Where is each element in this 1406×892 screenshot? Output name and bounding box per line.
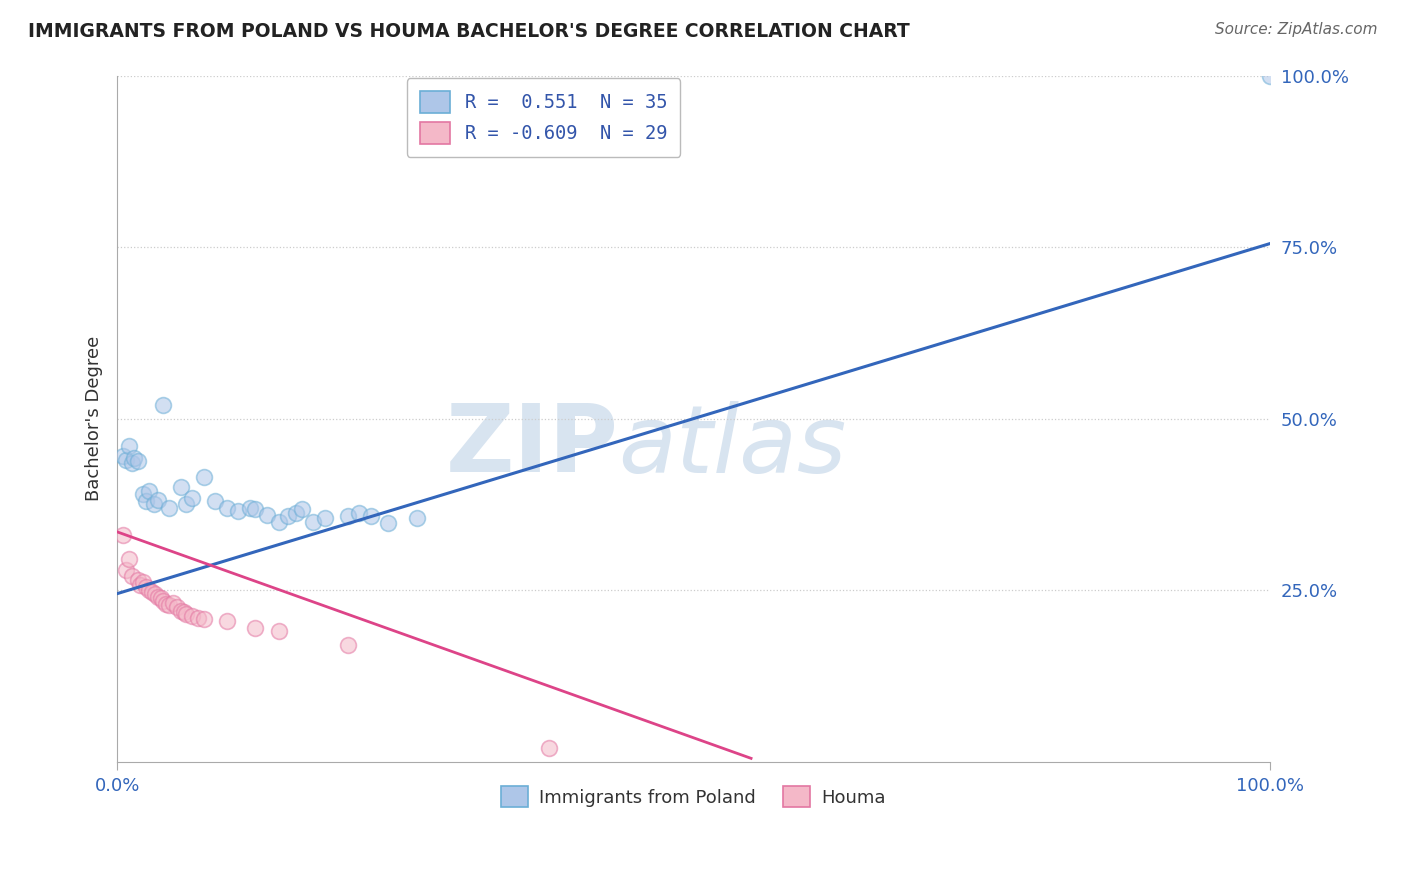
Point	[155, 597, 177, 611]
Point	[181, 609, 204, 624]
Point	[360, 509, 382, 524]
Point	[169, 604, 191, 618]
Point	[302, 515, 325, 529]
Point	[176, 498, 198, 512]
Point	[314, 511, 336, 525]
Point	[245, 502, 267, 516]
Point	[121, 456, 143, 470]
Point	[111, 450, 134, 464]
Point	[152, 593, 174, 607]
Point	[157, 599, 180, 613]
Point	[347, 507, 370, 521]
Point	[193, 470, 215, 484]
Point	[215, 614, 238, 628]
Text: IMMIGRANTS FROM POLAND VS HOUMA BACHELOR'S DEGREE CORRELATION CHART: IMMIGRANTS FROM POLAND VS HOUMA BACHELOR…	[28, 22, 910, 41]
Point	[157, 500, 180, 515]
Point	[162, 596, 184, 610]
Point	[115, 452, 138, 467]
Point	[284, 507, 307, 521]
Point	[152, 398, 174, 412]
Point	[239, 500, 262, 515]
Point	[204, 494, 226, 508]
Point	[138, 583, 160, 598]
Point	[131, 487, 153, 501]
Point	[256, 508, 278, 522]
Point	[193, 612, 215, 626]
Text: Source: ZipAtlas.com: Source: ZipAtlas.com	[1215, 22, 1378, 37]
Point	[226, 504, 249, 518]
Point	[1258, 69, 1281, 83]
Text: ZIP: ZIP	[446, 401, 619, 492]
Point	[267, 624, 290, 639]
Y-axis label: Bachelor's Degree: Bachelor's Degree	[86, 336, 103, 501]
Point	[377, 516, 399, 530]
Point	[121, 569, 143, 583]
Point	[127, 454, 149, 468]
Point	[245, 621, 267, 635]
Point	[176, 607, 198, 622]
Point	[135, 580, 157, 594]
Point	[141, 584, 163, 599]
Point	[131, 574, 153, 589]
Point	[111, 528, 134, 542]
Point	[169, 480, 191, 494]
Point	[336, 509, 359, 524]
Point	[127, 573, 149, 587]
Point	[118, 439, 141, 453]
Point	[138, 483, 160, 498]
Point	[146, 492, 169, 507]
Point	[538, 741, 561, 756]
Point	[181, 491, 204, 505]
Point	[187, 610, 209, 624]
Point	[143, 587, 166, 601]
Point	[291, 502, 314, 516]
Point	[124, 451, 146, 466]
Point	[173, 605, 195, 619]
Point	[336, 638, 359, 652]
Point	[115, 563, 138, 577]
Point	[118, 552, 141, 566]
Text: atlas: atlas	[619, 401, 846, 491]
Point	[149, 591, 172, 606]
Point	[146, 590, 169, 604]
Legend: Immigrants from Poland, Houma: Immigrants from Poland, Houma	[494, 780, 893, 814]
Point	[277, 509, 299, 524]
Point	[143, 498, 166, 512]
Point	[166, 600, 188, 615]
Point	[215, 500, 238, 515]
Point	[129, 578, 152, 592]
Point	[267, 515, 290, 529]
Point	[405, 511, 427, 525]
Point	[135, 494, 157, 508]
